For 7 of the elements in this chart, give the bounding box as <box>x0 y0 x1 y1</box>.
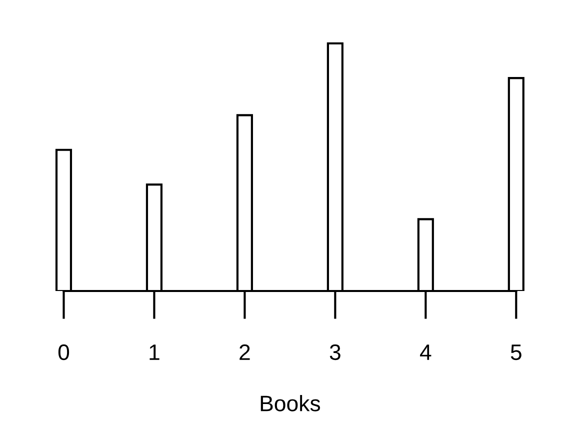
x-tick-label: 4 <box>420 344 432 360</box>
x-tick-label: 0 <box>58 344 70 360</box>
x-tick-label: 3 <box>330 344 340 360</box>
x-tick-label: 1 <box>150 344 160 360</box>
x-axis-title: Books <box>260 395 320 412</box>
x-tick-label: 5 <box>510 344 522 360</box>
x-tick-label: 2 <box>240 344 250 360</box>
